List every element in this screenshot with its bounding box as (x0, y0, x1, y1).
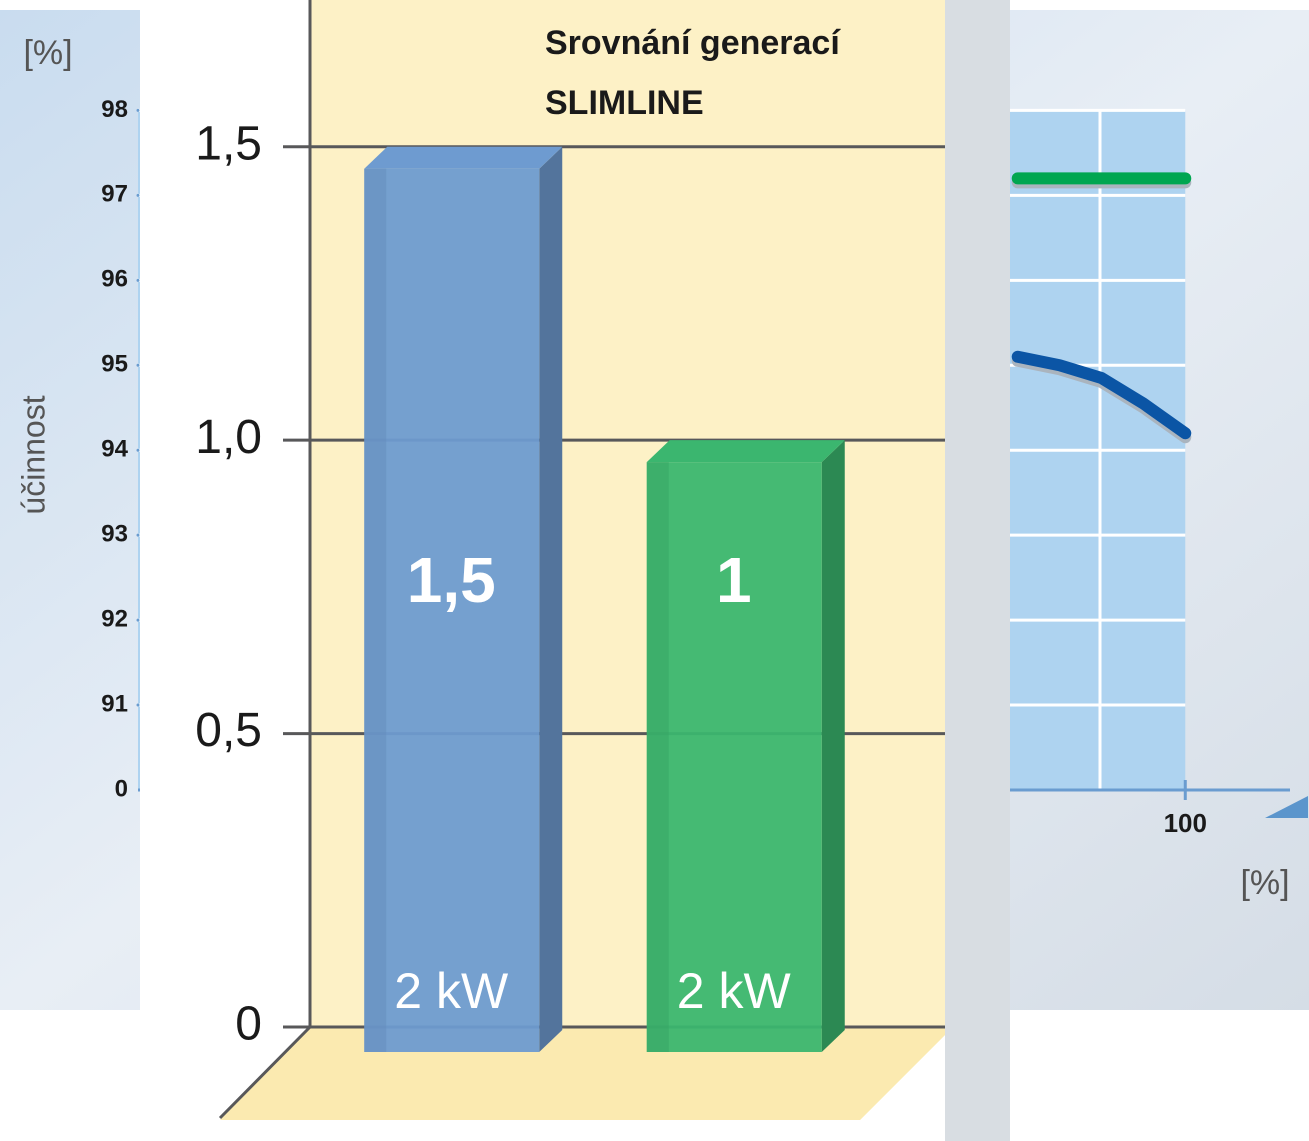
chart-title: SLIMLINE (545, 84, 704, 122)
x-tick-label: 100 (1164, 808, 1207, 838)
y-unit: [%] (23, 34, 72, 72)
right-strip (945, 0, 1010, 1141)
tick-dot (137, 279, 140, 282)
bar-edge (364, 169, 386, 1052)
y-tick-label: 94 (101, 436, 128, 463)
y-tick-label: 0,5 (195, 704, 262, 757)
y-tick-label: 92 (101, 605, 128, 632)
category-label: 2 kW (677, 963, 792, 1019)
y-tick-label: 0 (235, 998, 262, 1051)
left-margin (140, 0, 310, 1141)
category-label: 2 kW (394, 963, 509, 1019)
bar-side (822, 440, 845, 1052)
y-tick-label: 96 (101, 266, 128, 293)
y-tick-label: 91 (101, 690, 128, 717)
y-tick-label: 98 (101, 96, 128, 123)
y-axis-label: účinnost (15, 395, 51, 514)
axis-break-label: 0 (115, 775, 128, 802)
tick-dot (137, 449, 140, 452)
bar-side (539, 147, 562, 1052)
y-tick-label: 93 (101, 521, 128, 548)
chart: 91 92 93 94 95 96 97 98 0 [%] účinnost 100 [%] 0 0,5 1… (0, 0, 1309, 1141)
floor (220, 1027, 945, 1120)
tick-dot (137, 194, 140, 197)
tick-dot (137, 534, 140, 537)
y-tick-label: 1,0 (195, 411, 262, 464)
x-unit: [%] (1240, 864, 1289, 902)
y-tick-label: 95 (101, 351, 128, 378)
bar-top (647, 440, 845, 462)
tick-dot (137, 109, 140, 112)
tick-dot (137, 619, 140, 622)
y-tick-label: 1,5 (195, 117, 262, 170)
chart-title: Srovnání generací (545, 24, 841, 62)
value-label: 1,5 (407, 544, 496, 616)
tick-dot (137, 704, 140, 707)
value-label: 1 (716, 544, 752, 616)
front-chart: 0 0,5 1,0 1,5 Srovnání generací SLIMLINE 1,5 2 … (140, 0, 1010, 1141)
bar-top (364, 147, 562, 169)
y-tick-label: 97 (101, 181, 128, 208)
bar-edge (647, 462, 669, 1052)
tick-dot (137, 364, 140, 367)
